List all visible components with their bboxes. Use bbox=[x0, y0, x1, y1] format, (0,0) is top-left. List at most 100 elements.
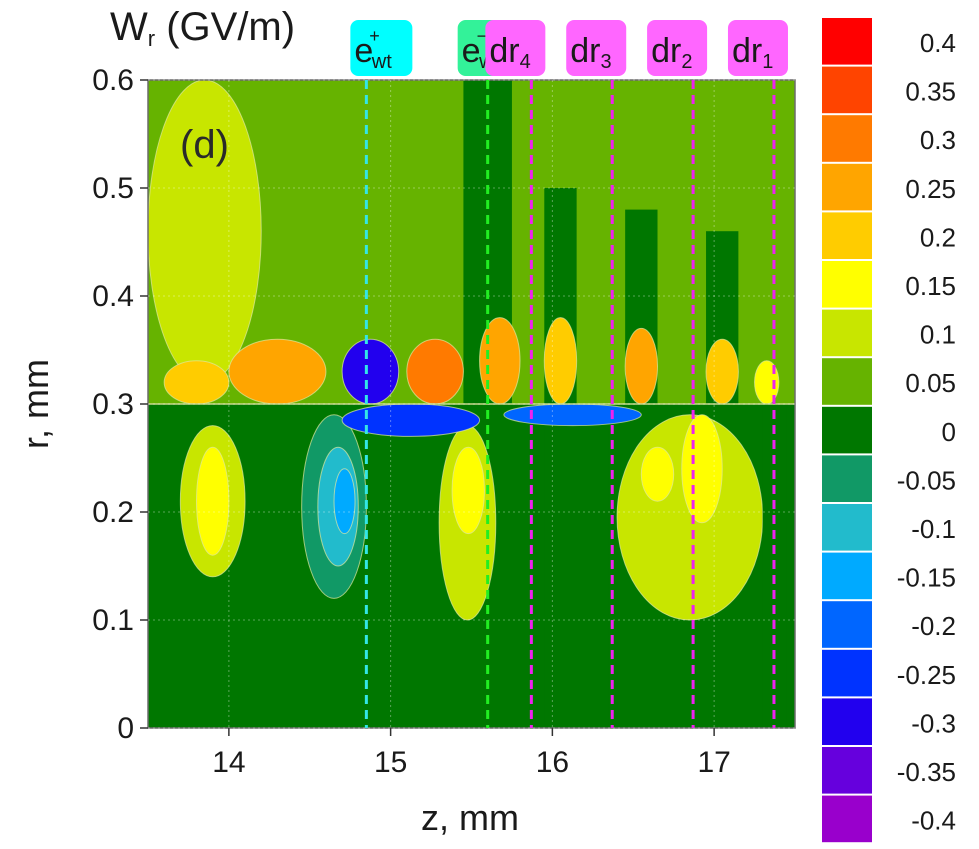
y-tick-label: 0.4 bbox=[92, 280, 134, 313]
marker-label-text: dr1 bbox=[732, 32, 773, 73]
colorbar-label: 0.35 bbox=[905, 77, 956, 107]
colorbar-label: 0.05 bbox=[905, 368, 956, 398]
marker-lines bbox=[364, 80, 776, 728]
y-axis-label: r, mm bbox=[15, 359, 56, 449]
heatmap-region-column-lower-1 bbox=[511, 404, 545, 728]
marker-label-box bbox=[647, 20, 708, 76]
colorbar: 0.4 0.35 0.3 0.25 0.2 0.15 0.1 0.05 0 -0.05 -0.1 -0… bbox=[822, 18, 956, 843]
marker-label-sub: 2 bbox=[681, 51, 692, 73]
heatmap-region-wedge-upper-1 bbox=[479, 317, 521, 405]
colorbar-swatch bbox=[822, 261, 872, 308]
heatmap-region-lobe-lower-2-inner bbox=[333, 468, 356, 535]
heatmap-region-wedge-upper-3 bbox=[624, 327, 659, 405]
heatmap-region-band-lower-1 bbox=[341, 403, 481, 437]
marker-label-sub: 1 bbox=[762, 51, 773, 73]
marker-label-dr1: dr1 bbox=[727, 20, 788, 76]
y-tick-label: 0.6 bbox=[92, 64, 134, 97]
y-tick-label: 0.1 bbox=[92, 604, 134, 637]
heatmap-region-band-lower-2 bbox=[503, 403, 642, 427]
x-tick-label: 14 bbox=[212, 746, 245, 779]
colorbar-swatch bbox=[822, 455, 872, 502]
field-title-units: (GV/m) bbox=[155, 5, 295, 49]
colorbar-label: -0.25 bbox=[897, 660, 956, 690]
x-tick-label: 15 bbox=[374, 746, 407, 779]
heatmap-region-lobe-lower-1-core bbox=[196, 446, 230, 556]
marker-label-box bbox=[485, 20, 546, 76]
marker-label-sub: 4 bbox=[520, 51, 531, 73]
colorbar-swatch bbox=[822, 795, 872, 843]
marker-label-sup: + bbox=[369, 26, 380, 46]
colorbar-label: 0.1 bbox=[920, 320, 956, 350]
y-tick-label: 0 bbox=[117, 712, 134, 745]
marker-label-dr2: dr2 bbox=[647, 20, 708, 76]
colorbar-label: -0.05 bbox=[897, 465, 956, 495]
marker-labels: e+wte−wtdr4dr3dr2dr1 bbox=[350, 20, 788, 76]
grid bbox=[148, 79, 795, 729]
colorbar-swatch bbox=[822, 698, 872, 745]
marker-label-box bbox=[727, 20, 788, 76]
colorbar-label: 0.15 bbox=[905, 271, 956, 301]
heatmap-region-wedge-upper-2 bbox=[543, 317, 578, 405]
marker-label-main: dr bbox=[651, 32, 681, 70]
marker-label-main: dr bbox=[732, 32, 762, 70]
marker-label-sub: wt bbox=[371, 51, 392, 73]
colorbar-swatch bbox=[822, 163, 872, 211]
colorbar-swatch bbox=[822, 552, 872, 600]
colorbar-label: -0.15 bbox=[897, 563, 956, 593]
marker-label-dr4: dr4 bbox=[485, 20, 546, 76]
marker-label-e-plus-wt: e+ wt bbox=[350, 20, 413, 76]
heatmap-region-lobe-lower-3-core bbox=[451, 446, 485, 535]
colorbar-swatch bbox=[822, 212, 872, 259]
x-axis-ticks: 14 15 16 17 bbox=[212, 728, 731, 779]
heatmap-region-column-lower-2 bbox=[568, 404, 609, 728]
marker-label-text: e+ wt bbox=[354, 26, 392, 73]
marker-label-main: dr bbox=[570, 32, 600, 70]
colorbar-swatch bbox=[822, 649, 872, 697]
colorbar-swatch bbox=[822, 358, 872, 405]
colorbar-swatch bbox=[822, 747, 872, 794]
heatmap-region-wedge-upper-8 bbox=[163, 360, 230, 405]
y-tick-label: 0.2 bbox=[92, 496, 134, 529]
marker-label-box bbox=[350, 20, 413, 76]
colorbar-swatch bbox=[822, 18, 872, 65]
colorbar-label: -0.2 bbox=[911, 611, 956, 641]
heatmap-region-wedge-upper-7 bbox=[228, 338, 327, 405]
heatmap-region-wedge-upper-6 bbox=[406, 338, 464, 405]
colorbar-label: 0.3 bbox=[920, 125, 956, 155]
colorbar-label: 0.4 bbox=[920, 28, 956, 58]
x-tick-label: 16 bbox=[536, 746, 569, 779]
heatmap-region-lobe-lower-4-core-b bbox=[681, 414, 723, 524]
colorbar-swatch bbox=[822, 309, 872, 357]
colorbar-swatch bbox=[822, 66, 872, 114]
marker-label-main: e bbox=[354, 32, 373, 70]
x-tick-label: 17 bbox=[697, 746, 730, 779]
plot-area bbox=[148, 80, 795, 728]
colorbar-label: 0.25 bbox=[905, 174, 956, 204]
y-tick-label: 0.5 bbox=[92, 172, 134, 205]
marker-label-sub: 3 bbox=[600, 51, 611, 73]
y-axis-ticks: 0 0.1 0.2 0.3 0.4 0.5 0.6 bbox=[92, 64, 148, 745]
field-title: Wr (GV/m) bbox=[110, 5, 295, 51]
marker-label-dr3: dr3 bbox=[566, 20, 627, 76]
marker-label-text: dr3 bbox=[570, 32, 611, 73]
heatmap-region-lobe-lower-4-core-a bbox=[640, 446, 675, 502]
colorbar-label: -0.35 bbox=[897, 757, 956, 787]
marker-label-box bbox=[566, 20, 627, 76]
colorbar-label: -0.4 bbox=[911, 806, 956, 836]
colorbar-label: -0.1 bbox=[911, 514, 956, 544]
colorbar-swatch bbox=[822, 406, 872, 454]
colorbar-swatch bbox=[822, 601, 872, 648]
panel-label: (d) bbox=[180, 123, 229, 167]
colorbar-swatch bbox=[822, 504, 872, 551]
colorbar-label: -0.3 bbox=[911, 708, 956, 738]
field-title-sub: r bbox=[148, 26, 155, 51]
marker-label-main: e bbox=[462, 32, 481, 70]
heatmap-region-wedge-upper-4 bbox=[705, 338, 739, 405]
y-tick-label: 0.3 bbox=[92, 388, 134, 421]
marker-label-text: dr2 bbox=[651, 32, 692, 73]
field-title-main: W bbox=[110, 5, 148, 49]
colorbar-label: 0.2 bbox=[920, 222, 956, 252]
marker-label-sup: − bbox=[477, 26, 488, 46]
marker-label-main: dr bbox=[489, 32, 519, 70]
